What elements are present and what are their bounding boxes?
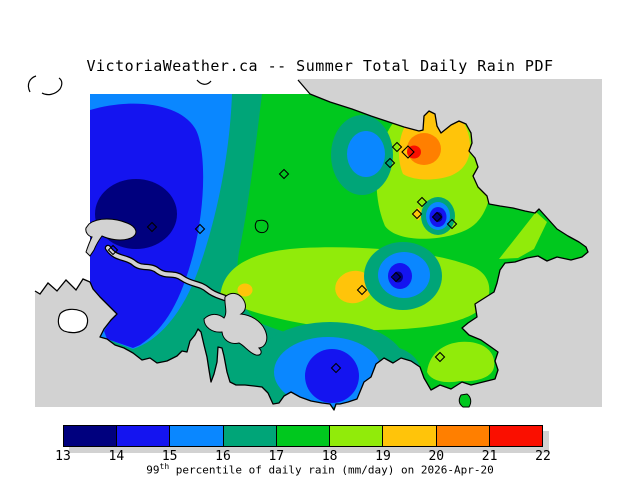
page-title: VictoriaWeather.ca -- Summer Total Daily… (86, 57, 554, 75)
station-markers (107, 141, 458, 374)
station-marker (356, 284, 368, 296)
colorbar-tick-label: 22 (535, 449, 551, 464)
caption-text: percentile of daily rain (mm/day) on 202… (169, 463, 494, 477)
contour-azure-top (347, 131, 385, 177)
station-marker (390, 271, 402, 283)
gray-peninsula-claw (85, 218, 137, 257)
caption-number: 99 (146, 463, 160, 477)
river-channel (106, 246, 227, 300)
station-marker (431, 211, 443, 223)
caption-superscript: th (159, 462, 170, 471)
station-marker (330, 362, 342, 374)
colorbar-tick-label: 16 (215, 449, 231, 464)
station-marker (434, 351, 446, 363)
station-marker (446, 218, 458, 230)
colorbar-segment (436, 426, 490, 446)
station-marker (384, 157, 396, 169)
station-marker (416, 196, 428, 208)
colorbar-caption: 99th percentile of daily rain (mm/day) o… (146, 462, 493, 477)
colorbar-tick-label: 13 (55, 449, 71, 464)
colorbar (63, 425, 543, 447)
station-marker (194, 223, 206, 235)
coastline (89, 79, 589, 411)
colorbar-segment (276, 426, 331, 446)
colorbar-tick-label: 15 (161, 449, 178, 464)
small-green-island (458, 393, 472, 408)
colorbar-tick-label: 18 (321, 449, 338, 464)
contour-blue-south (305, 349, 359, 403)
colorbar-segment (117, 426, 171, 446)
colorbar-segment (489, 426, 542, 446)
white-island (57, 308, 89, 334)
station-marker (411, 208, 423, 220)
colorbar-segment (170, 426, 224, 446)
station-marker (391, 141, 403, 153)
contour-chartreuse-southeast-peninsula (427, 341, 495, 383)
colorbar-tick-label: 17 (268, 449, 285, 464)
colorbar-segment (223, 426, 277, 446)
station-marker (107, 244, 119, 256)
colorbar-tick-label: 21 (481, 449, 498, 464)
station-marker (278, 168, 290, 180)
colorbar-tick-label: 14 (108, 449, 125, 464)
colorbar-tick-label: 19 (375, 449, 391, 464)
contour-gold-south (335, 270, 373, 304)
station-marker (146, 221, 158, 233)
colorbar-segment (64, 426, 118, 446)
colorbar-tick-label: 20 (428, 449, 445, 464)
coast-fragments (27, 75, 212, 96)
colorbar-segment (330, 426, 384, 446)
harbour-inlet (203, 292, 268, 356)
station-marker (401, 145, 415, 159)
coastline-west-jag (34, 278, 91, 295)
contour-navy-mid (393, 271, 403, 283)
colorbar-segment (383, 426, 437, 446)
colorbar-ticks: 13 14 15 16 17 18 19 20 21 22 (0, 449, 640, 464)
contour-chartreuse-peninsula-foot (499, 212, 547, 259)
lake-outline (254, 219, 269, 234)
contour-gold-small-west (237, 283, 253, 297)
